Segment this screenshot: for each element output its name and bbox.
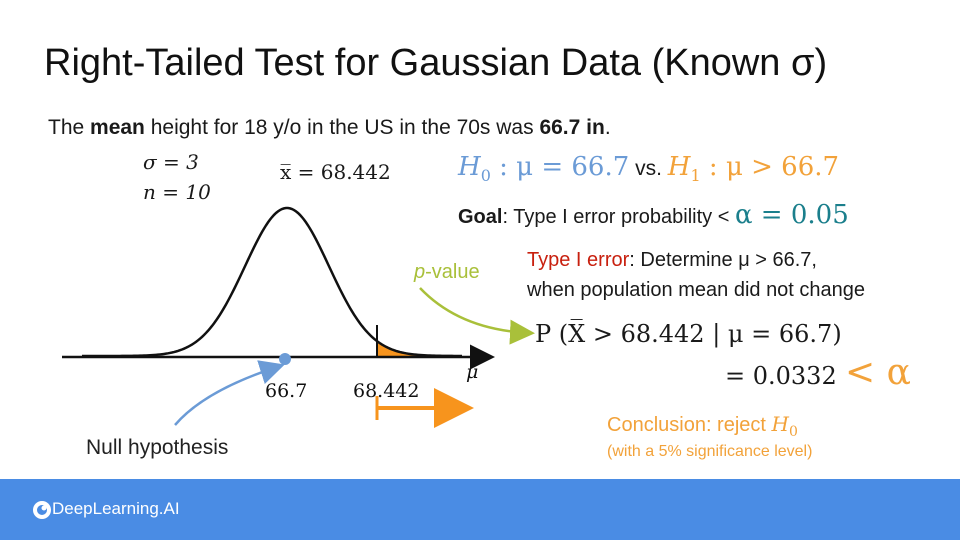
conclusion-note: (with a 5% significance level) (607, 443, 813, 460)
h0-rest: : μ = 66.7 (490, 152, 630, 182)
h1-symbol: H (667, 152, 691, 182)
probability-expression: P (X̅ > 68.442 | μ = 66.7) (535, 320, 842, 348)
alpha-value: α = 0.05 (734, 200, 849, 230)
intro-part2: height for 18 y/o in the US in the 70s w… (144, 116, 540, 139)
n-label: n = 10 (143, 180, 211, 204)
intro-part3: . (604, 116, 611, 139)
goal-body: : Type I error probability < (502, 206, 735, 228)
p-value-label: p-value (413, 261, 480, 283)
gaussian-curve (82, 206, 462, 358)
less-than-alpha: < α (845, 352, 911, 393)
mu-tick-label: 66.7 (265, 380, 307, 402)
xbar-label: x̅ = 68.442 (280, 160, 391, 184)
hypotheses: H0 : μ = 66.7 vs. H1 : μ > 66.7 (458, 152, 839, 185)
vs-label: vs. (629, 157, 668, 180)
intro-bold-mean: mean (90, 116, 145, 139)
conclusion-h0-sub: 0 (788, 424, 798, 440)
goal-text: Goal: Type I error probability < α = 0.0… (458, 200, 849, 230)
axis-mu-label: μ (466, 361, 478, 383)
conclusion-h0: H (771, 412, 789, 436)
conclusion: Conclusion: reject H0 (607, 412, 798, 440)
type1-label: Type I error (527, 249, 630, 271)
sigma-label: σ = 3 (143, 150, 199, 174)
conclusion-text: Conclusion: reject (607, 414, 772, 436)
null-hypothesis-label: Null hypothesis (86, 436, 228, 459)
goal-label: Goal (458, 206, 503, 228)
xbar-tick-label: 68.442 (353, 380, 419, 402)
type1-error-text: Type I error: Determine μ > 66.7, when p… (527, 245, 865, 305)
h0-sub: 0 (480, 166, 491, 186)
mu-point (279, 353, 291, 365)
intro-bold-value: 66.7 in (539, 116, 605, 139)
footer-bar (0, 479, 960, 540)
type1-line1: : Determine μ > 66.7, (629, 249, 817, 271)
intro-text: The mean height for 18 y/o in the US in … (48, 116, 611, 140)
p-value-arrow (419, 287, 535, 345)
h1-rest: : μ > 66.7 (700, 152, 840, 182)
brand-name: DeepLearning.AI (52, 499, 180, 518)
page-title: Right-Tailed Test for Gaussian Data (Kno… (44, 42, 828, 84)
null-hypothesis-arrow (174, 360, 285, 426)
intro-part1: The (48, 116, 91, 139)
type1-line2: when population mean did not change (527, 279, 866, 301)
probability-result: = 0.0332 (725, 362, 837, 390)
h0-symbol: H (458, 152, 481, 182)
h1-sub: 1 (690, 166, 701, 186)
